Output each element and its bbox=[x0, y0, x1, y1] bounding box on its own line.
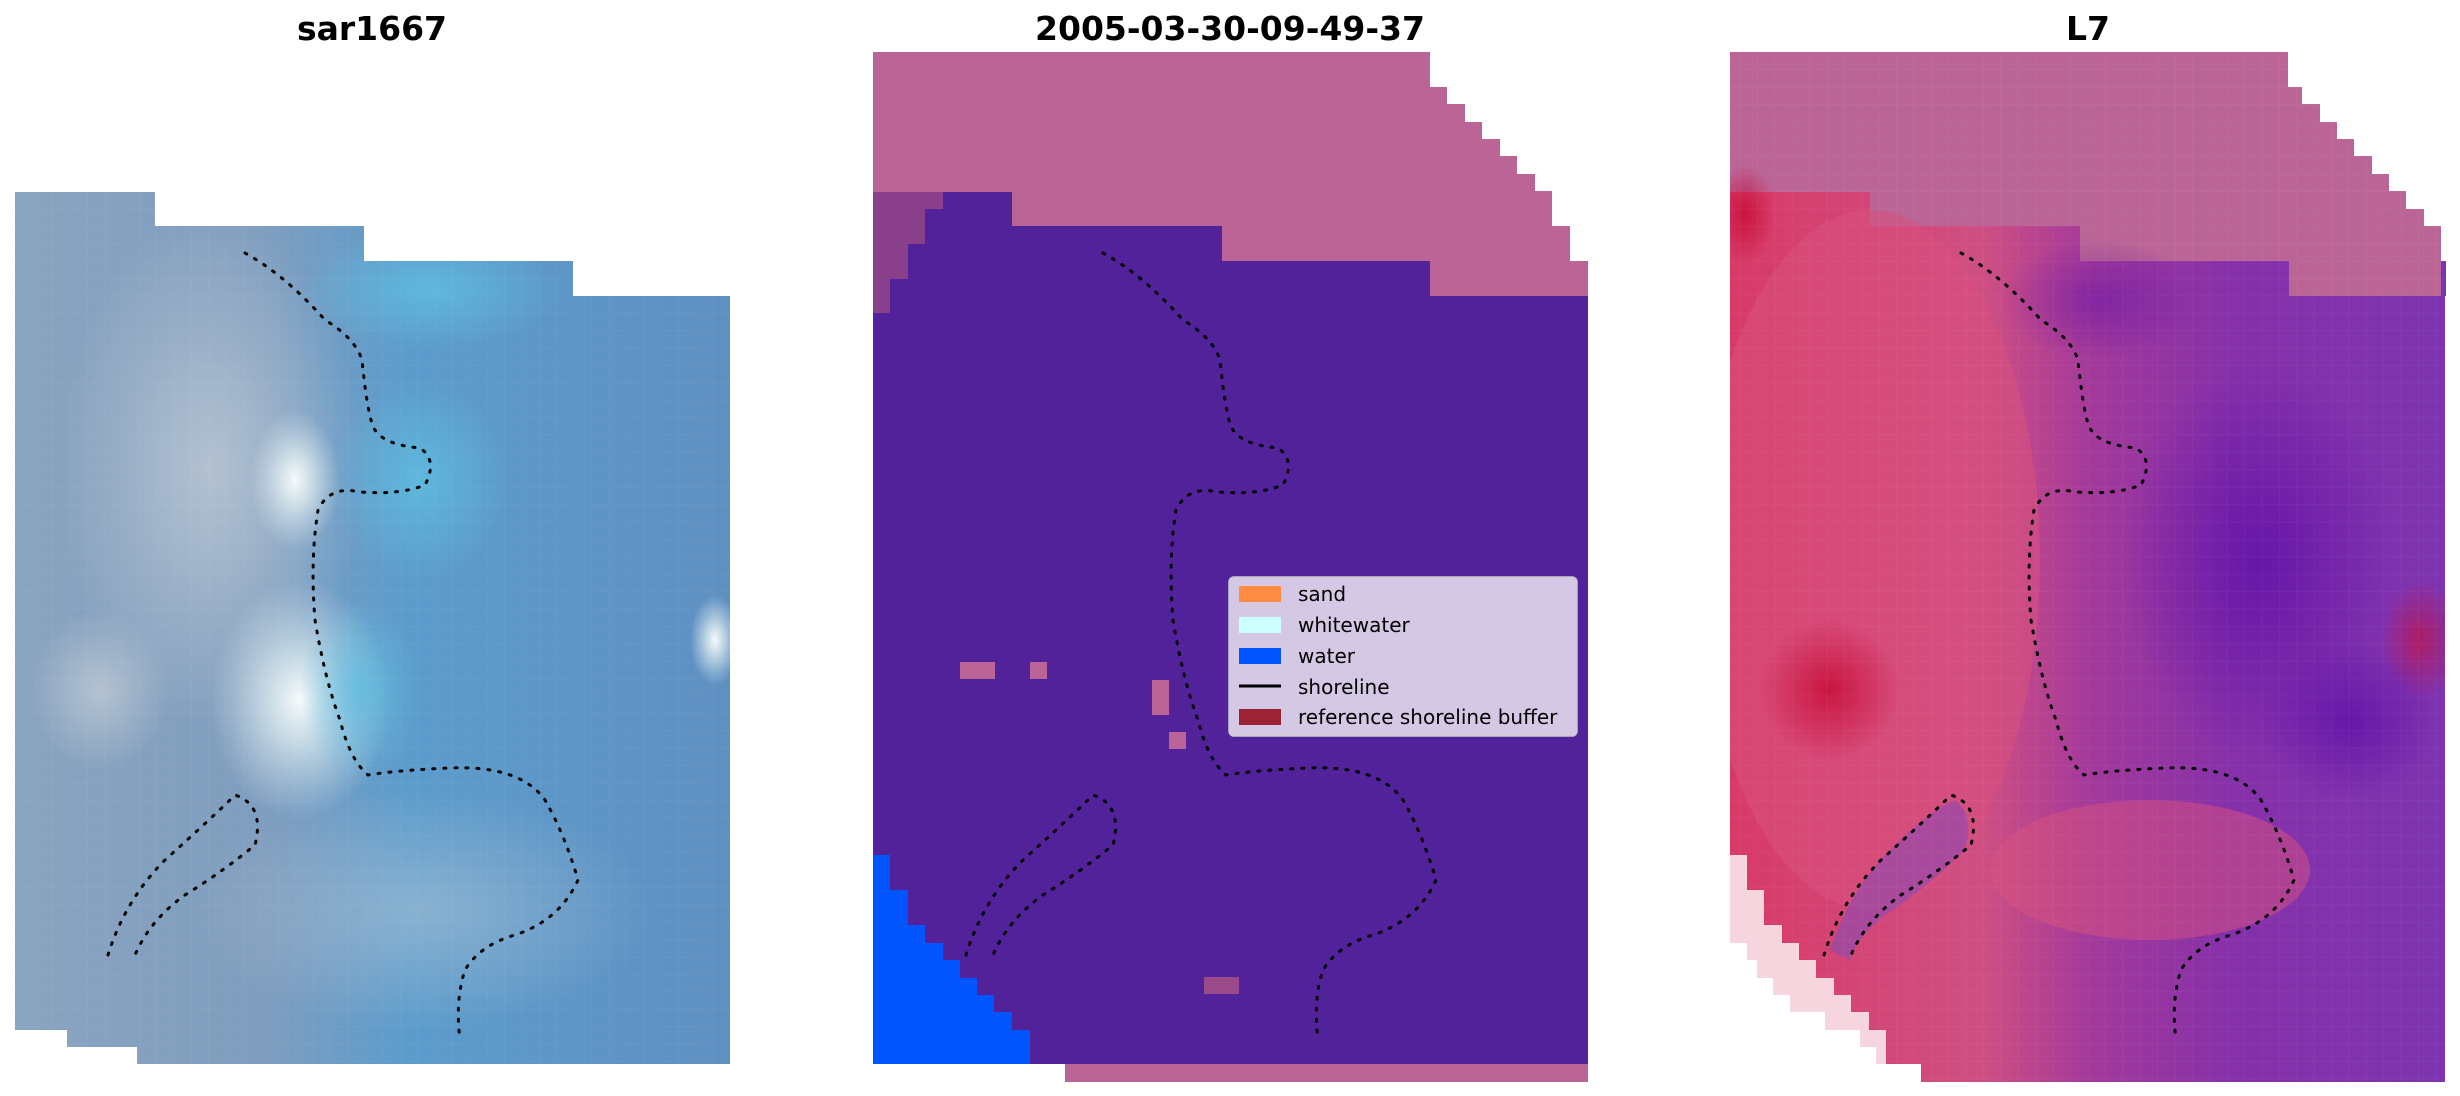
legend-swatch bbox=[1239, 648, 1281, 664]
shoreline-line bbox=[1959, 251, 2296, 1042]
legend-label: reference shoreline buffer bbox=[1298, 705, 1558, 729]
panel-classification: 2005-03-30-09-49-37 sand whitewa bbox=[873, 9, 1588, 1082]
rgb-image bbox=[15, 192, 730, 1064]
legend-label: shoreline bbox=[1298, 675, 1390, 699]
legend-entry-water: water bbox=[1239, 644, 1356, 668]
legend-swatch bbox=[1239, 617, 1281, 633]
shoreline-line bbox=[1822, 793, 1975, 957]
shoreline-line bbox=[106, 793, 259, 957]
land-class-region bbox=[1065, 1064, 1588, 1082]
legend-label: water bbox=[1298, 644, 1356, 668]
legend-label: whitewater bbox=[1298, 613, 1410, 637]
legend-swatch bbox=[1239, 709, 1281, 725]
legend-swatch bbox=[1239, 586, 1281, 602]
water-region bbox=[873, 855, 1030, 1064]
legend-entry-shoreline: shoreline bbox=[1239, 675, 1390, 699]
shoreline-line bbox=[964, 793, 1117, 957]
land-class-pixel bbox=[1152, 680, 1169, 715]
panel-rgb-image: sar1667 bbox=[15, 9, 730, 1064]
panel-title: L7 bbox=[2066, 9, 2110, 48]
legend-entry-whitewater: whitewater bbox=[1239, 613, 1410, 637]
legend-entry-sand: sand bbox=[1239, 582, 1346, 606]
land-class-pixel bbox=[1169, 732, 1186, 749]
panel-l7-index: L7 bbox=[1730, 9, 2446, 1082]
shoreline-line bbox=[243, 251, 580, 1042]
land-class-pixel bbox=[1204, 977, 1239, 994]
legend: sand whitewater water shoreline referenc… bbox=[1228, 576, 1578, 737]
shoreline-line bbox=[1101, 251, 1438, 1042]
land-class-pixel bbox=[960, 662, 995, 679]
land-class-region bbox=[873, 192, 943, 313]
panel-title: sar1667 bbox=[297, 9, 447, 48]
legend-frame bbox=[1228, 576, 1578, 737]
legend-label: sand bbox=[1298, 582, 1346, 606]
legend-entry-reference-shoreline-buffer: reference shoreline buffer bbox=[1239, 705, 1558, 729]
l7-image bbox=[1730, 52, 2446, 1082]
panel-title: 2005-03-30-09-49-37 bbox=[1035, 9, 1425, 48]
land-class-pixel bbox=[1030, 662, 1047, 679]
